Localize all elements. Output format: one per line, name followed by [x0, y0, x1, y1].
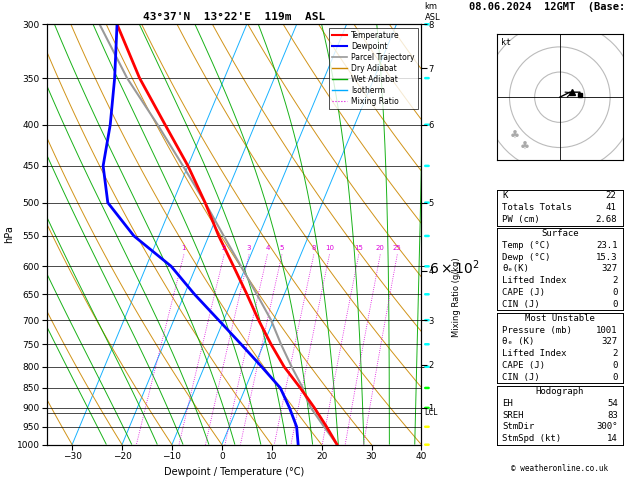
Text: 2.68: 2.68	[595, 215, 616, 224]
Text: CIN (J): CIN (J)	[502, 300, 540, 309]
Text: 22: 22	[606, 191, 616, 200]
Text: θₑ (K): θₑ (K)	[502, 337, 534, 347]
Text: 10: 10	[325, 245, 334, 251]
Text: SREH: SREH	[502, 411, 523, 419]
Text: Mixing Ratio (g/kg): Mixing Ratio (g/kg)	[452, 258, 460, 337]
Text: 3: 3	[247, 245, 252, 251]
Text: StmDir: StmDir	[502, 422, 534, 431]
Text: Hodograph: Hodograph	[536, 387, 584, 396]
Text: 20: 20	[376, 245, 385, 251]
Text: 327: 327	[601, 337, 618, 347]
Text: Dewp (°C): Dewp (°C)	[502, 253, 550, 261]
Text: Totals Totals: Totals Totals	[502, 203, 572, 212]
Text: 0: 0	[612, 373, 618, 382]
Text: PW (cm): PW (cm)	[502, 215, 540, 224]
Text: 2: 2	[222, 245, 226, 251]
Y-axis label: hPa: hPa	[4, 226, 14, 243]
Text: 0: 0	[612, 288, 618, 297]
Text: © weatheronline.co.uk: © weatheronline.co.uk	[511, 464, 608, 473]
Text: CAPE (J): CAPE (J)	[502, 288, 545, 297]
Text: 8: 8	[311, 245, 316, 251]
Text: 14: 14	[607, 434, 618, 443]
Text: 2: 2	[612, 349, 618, 358]
Text: 23.1: 23.1	[596, 241, 618, 250]
Text: Lifted Index: Lifted Index	[502, 349, 567, 358]
Text: kt: kt	[501, 38, 511, 47]
Text: 1001: 1001	[596, 326, 618, 335]
Text: $\clubsuit$: $\clubsuit$	[519, 139, 530, 151]
Text: Lifted Index: Lifted Index	[502, 276, 567, 285]
Text: 1: 1	[182, 245, 186, 251]
Text: 15.3: 15.3	[596, 253, 618, 261]
Text: LCL: LCL	[424, 408, 438, 417]
Text: 327: 327	[601, 264, 618, 274]
Text: 25: 25	[393, 245, 402, 251]
Text: CAPE (J): CAPE (J)	[502, 361, 545, 370]
Text: Temp (°C): Temp (°C)	[502, 241, 550, 250]
Text: 08.06.2024  12GMT  (Base: 12): 08.06.2024 12GMT (Base: 12)	[469, 2, 629, 12]
Text: Pressure (mb): Pressure (mb)	[502, 326, 572, 335]
Text: 41: 41	[606, 203, 616, 212]
Text: 0: 0	[612, 300, 618, 309]
Text: 4: 4	[265, 245, 270, 251]
Text: 83: 83	[607, 411, 618, 419]
Text: CIN (J): CIN (J)	[502, 373, 540, 382]
Text: Most Unstable: Most Unstable	[525, 313, 595, 323]
Text: θₑ(K): θₑ(K)	[502, 264, 529, 274]
X-axis label: Dewpoint / Temperature (°C): Dewpoint / Temperature (°C)	[164, 467, 304, 477]
Text: $\clubsuit$: $\clubsuit$	[509, 129, 520, 140]
Text: K: K	[502, 191, 508, 200]
Text: Surface: Surface	[541, 229, 579, 238]
Title: 43°37'N  13°22'E  119m  ASL: 43°37'N 13°22'E 119m ASL	[143, 12, 325, 22]
Text: 2: 2	[612, 276, 618, 285]
Text: 300°: 300°	[596, 422, 618, 431]
Text: 5: 5	[280, 245, 284, 251]
Text: 54: 54	[607, 399, 618, 408]
Text: 0: 0	[612, 361, 618, 370]
Text: StmSpd (kt): StmSpd (kt)	[502, 434, 561, 443]
Legend: Temperature, Dewpoint, Parcel Trajectory, Dry Adiabat, Wet Adiabat, Isotherm, Mi: Temperature, Dewpoint, Parcel Trajectory…	[329, 28, 418, 109]
Text: km
ASL: km ASL	[425, 2, 440, 22]
Text: 15: 15	[354, 245, 363, 251]
Text: EH: EH	[502, 399, 513, 408]
